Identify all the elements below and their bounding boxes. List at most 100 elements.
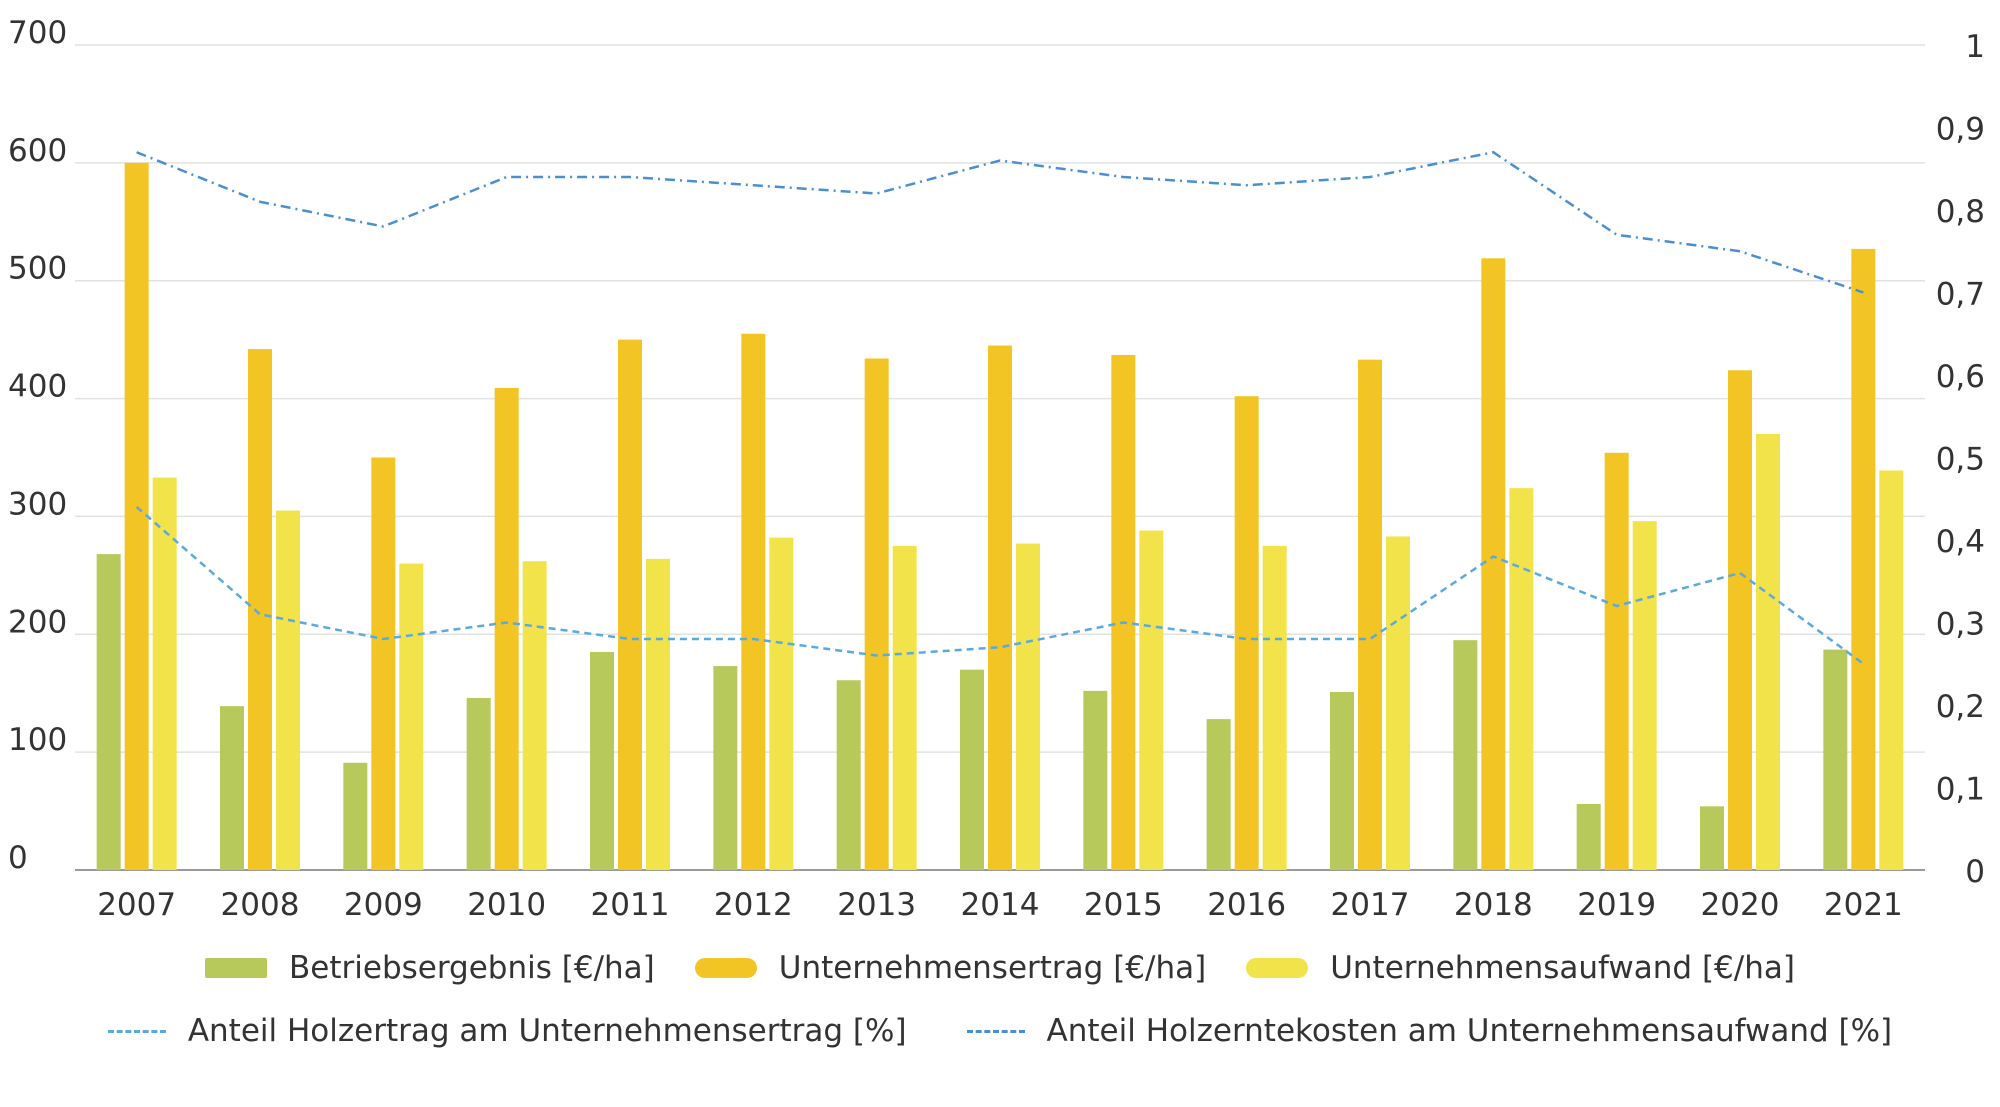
y-left-tick-label: 400 <box>8 369 67 405</box>
legend-swatch-anteil-holzerntekosten <box>966 1029 1025 1033</box>
x-tick-label: 2019 <box>1577 887 1656 923</box>
bar <box>1632 521 1657 870</box>
y-right-tick-label: 0,9 <box>1936 112 1985 148</box>
bar <box>836 680 861 870</box>
bar <box>1700 806 1724 870</box>
bar <box>741 333 766 870</box>
x-tick-label: 2007 <box>97 887 176 923</box>
bar <box>769 537 794 870</box>
bar <box>960 669 984 870</box>
legend-label-unternehmensertrag: Unternehmensertrag [€/ha] <box>778 950 1207 986</box>
y-left-tick-label: 500 <box>8 251 67 287</box>
legend-label-anteil-holzertrag: Anteil Holzertrag am Unternehmensertrag … <box>187 1013 907 1049</box>
legend-row-1: Betriebsergebnis [€/ha] Unternehmensertr… <box>0 950 2000 986</box>
series-lines <box>135 150 1865 665</box>
bar <box>988 345 1012 870</box>
bar <box>1879 470 1904 870</box>
x-tick-label: 2015 <box>1084 887 1163 923</box>
y-left-tick-label: 300 <box>8 486 67 522</box>
bar <box>1851 248 1876 871</box>
bar <box>1604 452 1629 870</box>
legend-label-betriebsergebnis: Betriebsergebnis [€/ha] <box>289 950 655 986</box>
bar <box>96 554 121 870</box>
bar <box>892 545 917 870</box>
legend-item-unternehmensaufwand: Unternehmensaufwand [€/ha] <box>1246 950 1795 986</box>
bar <box>152 477 177 870</box>
x-tick-label: 2009 <box>344 887 423 923</box>
bar <box>220 706 244 870</box>
legend-swatch-unternehmensaufwand <box>1246 958 1309 978</box>
legend-item-anteil-holzerntekosten: Anteil Holzerntekosten am Unternehmensau… <box>966 1013 1893 1049</box>
bar <box>371 457 396 870</box>
legend-label-anteil-holzerntekosten: Anteil Holzerntekosten am Unternehmensau… <box>1046 1013 1893 1049</box>
bar <box>618 339 642 871</box>
bar <box>276 510 300 870</box>
bar <box>466 697 491 870</box>
bar <box>1823 649 1848 870</box>
bar <box>248 349 272 871</box>
x-tick-label: 2010 <box>467 887 546 923</box>
y-left-tick-label: 700 <box>8 15 67 51</box>
bar <box>343 762 368 870</box>
x-tick-label: 2018 <box>1454 887 1533 923</box>
y-right-tick-label: 0,7 <box>1936 277 1985 313</box>
bar <box>494 387 519 870</box>
y-right-tick-label: 0,4 <box>1936 524 1985 560</box>
y-right-tick-label: 0,5 <box>1936 442 1985 478</box>
bar <box>399 563 424 870</box>
legend-swatch-betriebsergebnis <box>205 958 268 978</box>
bar <box>1206 719 1231 870</box>
y-left-tick-label: 100 <box>8 722 67 758</box>
series-line <box>135 506 1865 665</box>
y-right-tick-label: 0,2 <box>1936 689 1985 725</box>
axes: 0 100 200 300 400 500 600 700 0 0,1 0,2 0,3 0,4 0,5 0,… <box>8 15 1985 923</box>
y-left-tick-label: 0 <box>8 840 28 876</box>
y-left-tick-label: 200 <box>8 604 67 640</box>
legend-swatch-unternehmensertrag <box>694 958 757 978</box>
bar <box>713 666 738 870</box>
bar <box>1509 488 1534 870</box>
bar <box>1358 359 1382 870</box>
bar <box>1083 690 1108 870</box>
x-tick-label: 2017 <box>1331 887 1410 923</box>
y-right-tick-label: 0,8 <box>1936 194 1985 230</box>
bar <box>1728 370 1752 870</box>
bar <box>646 558 670 870</box>
bar <box>1756 433 1780 870</box>
bar <box>1330 692 1354 870</box>
bar <box>590 651 614 870</box>
y-right-tick-label: 0,6 <box>1936 359 1985 395</box>
bar <box>124 162 149 870</box>
bar <box>1481 258 1506 871</box>
x-tick-label: 2014 <box>961 887 1040 923</box>
x-tick-label: 2016 <box>1207 887 1286 923</box>
legend-item-betriebsergebnis: Betriebsergebnis [€/ha] <box>205 950 655 986</box>
legend-row-2: Anteil Holzertrag am Unternehmensertrag … <box>0 1013 2000 1049</box>
bar <box>1262 545 1287 870</box>
x-tick-label: 2013 <box>837 887 916 923</box>
bar <box>1234 396 1259 870</box>
y-right-tick-label: 0,3 <box>1936 607 1985 643</box>
bar <box>864 358 889 870</box>
bar <box>522 561 547 870</box>
series-line <box>136 150 1864 294</box>
x-tick-label: 2008 <box>221 887 300 923</box>
bar <box>1139 530 1164 870</box>
legend-item-unternehmensertrag: Unternehmensertrag [€/ha] <box>694 950 1207 986</box>
x-tick-label: 2011 <box>591 887 670 923</box>
legend-swatch-anteil-holzertrag <box>107 1029 166 1033</box>
x-tick-label: 2012 <box>714 887 793 923</box>
y-right-tick-label: 0 <box>1965 854 1985 890</box>
y-right-tick-label: 1 <box>1965 29 1985 65</box>
legend-label-unternehmensaufwand: Unternehmensaufwand [€/ha] <box>1330 950 1795 986</box>
bar <box>1016 543 1040 870</box>
bar <box>1453 640 1478 870</box>
x-tick-label: 2020 <box>1701 887 1780 923</box>
bar <box>1111 354 1136 870</box>
y-right-tick-label: 0,1 <box>1936 772 1985 808</box>
bar <box>1386 536 1410 870</box>
legend-item-anteil-holzertrag: Anteil Holzertrag am Unternehmensertrag … <box>107 1013 907 1049</box>
x-tick-label: 2021 <box>1824 887 1903 923</box>
bars <box>96 162 1904 871</box>
